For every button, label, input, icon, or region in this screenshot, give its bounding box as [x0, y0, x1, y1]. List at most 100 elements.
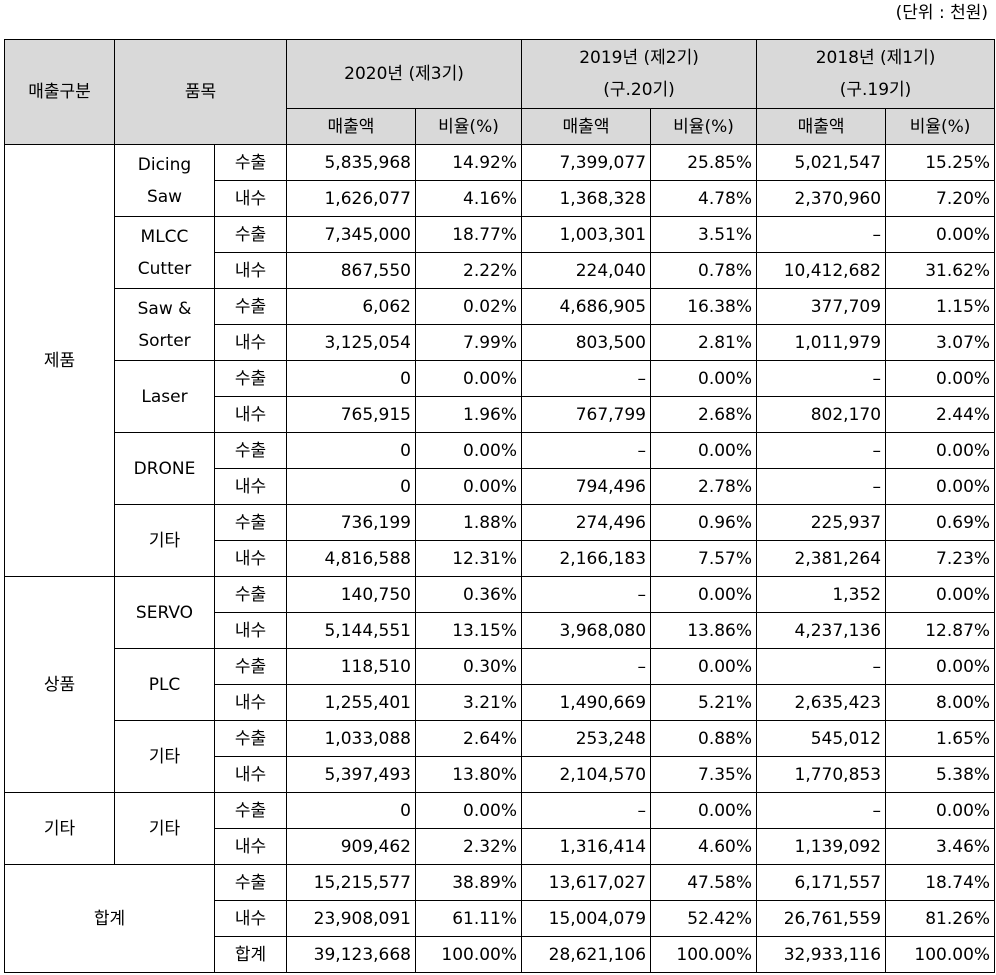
amount-cell: 0 — [286, 468, 416, 505]
sales-type-cell: 합계 — [214, 936, 287, 973]
header-year-2019: 2019년 (제2기) (구.20기) — [521, 39, 758, 109]
table-row: 내수 765,915 1.96% 767,799 2.68% 802,170 2.44% — [5, 396, 996, 433]
header-ratio: 비율(%) — [650, 108, 758, 145]
amount-cell: – — [521, 360, 652, 397]
table-row: 기타 수출 1,033,088 2.64% 253,248 0.88% 545,012 1.6… — [5, 720, 996, 793]
table-row: 내수 1,626,077 4.16% 1,368,328 4.78% 2,370,960 7… — [5, 180, 996, 217]
ratio-cell: 100.00% — [650, 936, 758, 973]
amount-cell: 118,510 — [286, 648, 416, 685]
sales-type-cell: 수출 — [214, 432, 287, 469]
sales-type-cell: 수출 — [214, 648, 287, 685]
amount-cell: 3,125,054 — [286, 324, 416, 361]
ratio-cell: 2.44% — [885, 396, 996, 433]
year-label: 2018년 (제1기) — [815, 48, 936, 68]
sales-type-cell: 내수 — [214, 252, 287, 289]
amount-cell: 1,003,301 — [521, 216, 652, 253]
ratio-cell: 0.00% — [885, 576, 996, 613]
ratio-cell: 100.00% — [414, 936, 523, 973]
sales-table: 매출구분 품목 2020년 (제3기) 2019년 (제2기) (구.20기) … — [4, 39, 996, 973]
ratio-cell: 38.89% — [414, 864, 523, 901]
year-label: 2019년 (제2기) — [579, 48, 699, 68]
amount-cell: 1,352 — [756, 576, 887, 613]
table-row: 내수 5,397,493 13.80% 2,104,570 7.35% 1,770,853… — [5, 756, 996, 793]
header-category: 매출구분 — [4, 39, 115, 145]
amount-cell: – — [756, 648, 887, 685]
table-row: 기타 기타 수출 0 0.00% –0.00% –0.00% — [4, 792, 996, 865]
ratio-cell: 0.00% — [650, 432, 758, 469]
ratio-cell: 0.00% — [885, 360, 996, 397]
ratio-cell: 1.88% — [414, 504, 523, 541]
year-sublabel: (구.20기) — [603, 80, 675, 100]
table-row: 상품 SERVO 수출 140,750 0.36% –0.00% 1,352 0.00% — [4, 576, 996, 793]
ratio-cell: 0.00% — [650, 360, 758, 397]
total-row: 내수 23,908,091 61.11% 15,004,079 52.42% 26,761… — [5, 900, 996, 937]
product-cell: MLCC Cutter — [114, 216, 215, 289]
table-row: Saw & Sorter 수출 6,062 0.02% 4,686,905 16.38% 3… — [5, 288, 996, 361]
product-cell: PLC — [114, 648, 215, 721]
header-row-metrics: 매출액 비율(%) 매출액 비율(%) 매출액 비율(%) — [5, 108, 996, 145]
amount-cell: 2,370,960 — [756, 180, 887, 217]
header-amount: 매출액 — [286, 108, 416, 145]
amount-cell: 225,937 — [756, 504, 887, 541]
ratio-cell: 25.85% — [650, 144, 758, 181]
ratio-cell: 0.78% — [650, 252, 758, 289]
table-row: 내수 0 0.00% 794,496 2.78% –0.00% — [5, 468, 996, 505]
ratio-cell: 2.22% — [414, 252, 523, 289]
table-body: 제품 Dicing Saw 수출 5,835,968 14.92% 7,399,077 25… — [4, 144, 996, 973]
ratio-cell: 1.65% — [885, 720, 996, 757]
amount-cell: 4,816,588 — [286, 540, 416, 577]
table-row: 내수 1,255,401 3.21% 1,490,669 5.21% 2,635,423 8… — [5, 684, 996, 721]
category-cell: 기타 — [4, 792, 115, 865]
ratio-cell: 2.68% — [650, 396, 758, 433]
header-ratio: 비율(%) — [885, 108, 996, 145]
table-row: 내수 867,550 2.22% 224,040 0.78% 10,412,682 31.6… — [5, 252, 996, 289]
header-item: 품목 — [114, 39, 287, 145]
ratio-cell: 3.51% — [650, 216, 758, 253]
amount-cell: – — [756, 432, 887, 469]
amount-cell: 5,835,968 — [286, 144, 416, 181]
table-row: DRONE 수출 0 0.00% –0.00% –0.00% — [5, 432, 996, 505]
amount-cell: 5,397,493 — [286, 756, 416, 793]
amount-cell: 13,617,027 — [521, 864, 652, 901]
unit-label: (단위 : 천원) — [895, 3, 988, 23]
ratio-cell: 61.11% — [414, 900, 523, 937]
amount-cell: 1,255,401 — [286, 684, 416, 721]
amount-cell: 1,626,077 — [286, 180, 416, 217]
amount-cell: 1,770,853 — [756, 756, 887, 793]
year-sublabel: (구.19기) — [839, 80, 912, 100]
ratio-cell: 16.38% — [650, 288, 758, 325]
ratio-cell: 47.58% — [650, 864, 758, 901]
ratio-cell: 0.69% — [885, 504, 996, 541]
ratio-cell: 0.00% — [885, 216, 996, 253]
amount-cell: 0 — [286, 432, 416, 469]
ratio-cell: 7.57% — [650, 540, 758, 577]
ratio-cell: 14.92% — [414, 144, 523, 181]
amount-cell: 6,062 — [286, 288, 416, 325]
header-row-years: 매출구분 품목 2020년 (제3기) 2019년 (제2기) (구.20기) … — [4, 39, 996, 145]
sales-type-cell: 수출 — [214, 288, 287, 325]
table-row: MLCC Cutter 수출 7,345,000 18.77% 1,003,301 3.5… — [5, 216, 996, 289]
amount-cell: 736,199 — [286, 504, 416, 541]
ratio-cell: 0.00% — [650, 792, 758, 829]
amount-cell: 909,462 — [286, 828, 416, 865]
amount-cell: 545,012 — [756, 720, 887, 757]
amount-cell: 802,170 — [756, 396, 887, 433]
amount-cell: 4,686,905 — [521, 288, 652, 325]
product-cell: Dicing Saw — [114, 144, 215, 217]
ratio-cell: 7.23% — [885, 540, 996, 577]
amount-cell: 2,166,183 — [521, 540, 652, 577]
product-cell: 기타 — [114, 720, 215, 793]
amount-cell: 377,709 — [756, 288, 887, 325]
ratio-cell: 3.21% — [414, 684, 523, 721]
table-row: PLC 수출 118,510 0.30% –0.00% –0.00% — [5, 648, 996, 721]
amount-cell: – — [756, 360, 887, 397]
amount-cell: 867,550 — [286, 252, 416, 289]
ratio-cell: 7.20% — [885, 180, 996, 217]
sales-type-cell: 내수 — [214, 612, 287, 649]
amount-cell: 0 — [286, 360, 416, 397]
ratio-cell: 13.15% — [414, 612, 523, 649]
sales-type-cell: 수출 — [214, 216, 287, 253]
sales-type-cell: 내수 — [214, 324, 287, 361]
ratio-cell: 8.00% — [885, 684, 996, 721]
product-cell: Laser — [114, 360, 215, 433]
